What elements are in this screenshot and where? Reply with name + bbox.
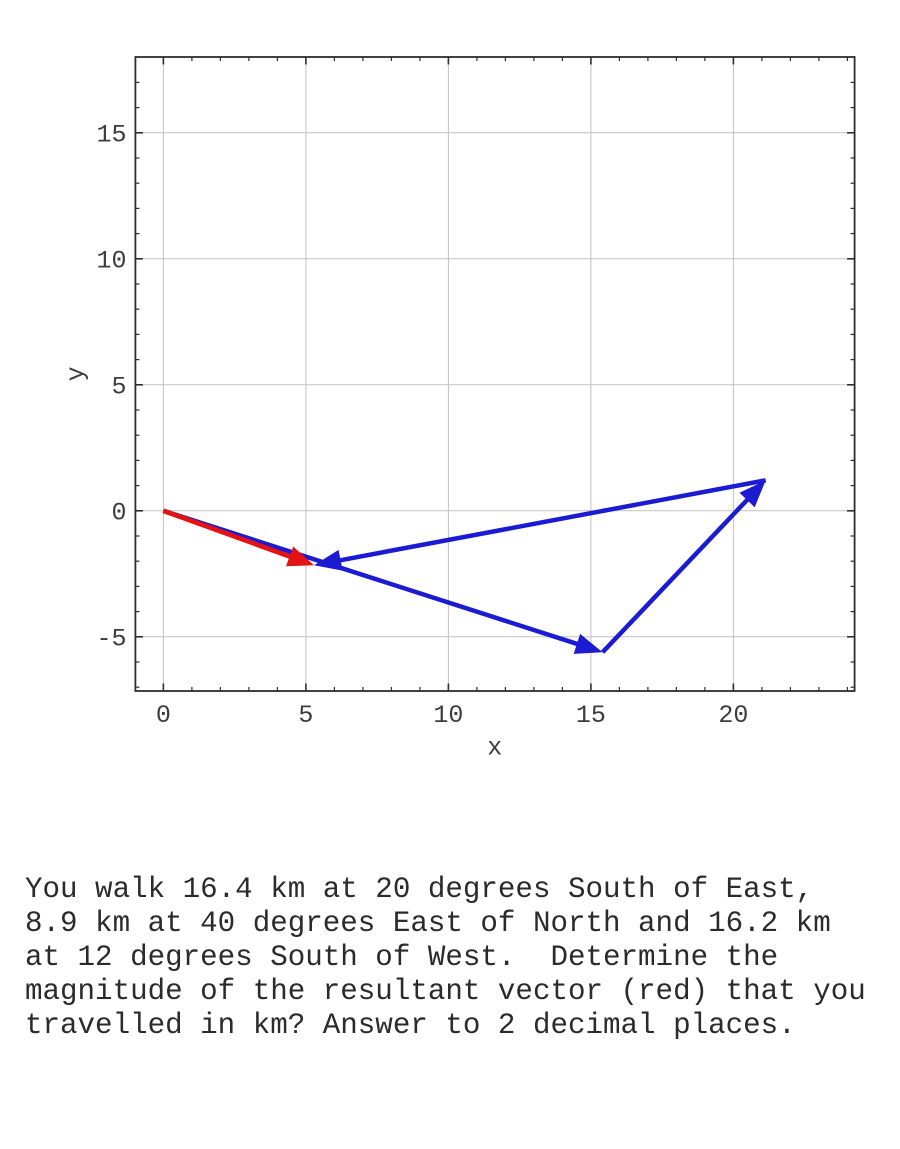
svg-text:15: 15 — [96, 121, 126, 150]
svg-text:5: 5 — [111, 373, 126, 402]
svg-text:20: 20 — [718, 701, 748, 730]
svg-text:0: 0 — [111, 499, 126, 528]
svg-text:10: 10 — [96, 247, 126, 276]
svg-text:5: 5 — [298, 701, 313, 730]
svg-text:0: 0 — [156, 701, 171, 730]
svg-text:y: y — [62, 366, 91, 381]
svg-text:10: 10 — [433, 701, 463, 730]
svg-text:-5: -5 — [96, 625, 126, 654]
svg-text:15: 15 — [576, 701, 606, 730]
svg-text:x: x — [487, 734, 502, 763]
